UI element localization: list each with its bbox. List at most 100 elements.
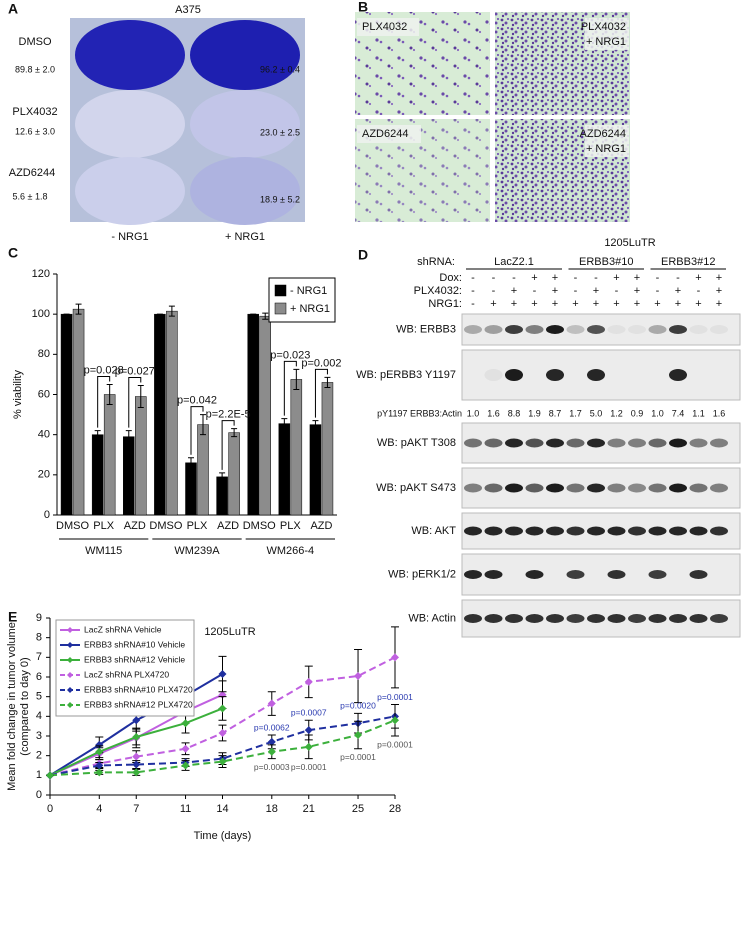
bar [185, 462, 197, 516]
band [505, 614, 523, 623]
treatment-sign: + [716, 285, 722, 297]
band [710, 438, 728, 448]
ratio-value: 0.9 [631, 408, 644, 418]
y-tick-label: 8 [36, 632, 42, 644]
group-label: ERBB3#10 [579, 256, 633, 268]
treatment-sign: + [654, 298, 660, 310]
blot-label: WB: pERBB3 Y1197 [356, 369, 456, 381]
x-tick-label: AZD [217, 520, 239, 532]
band [525, 526, 544, 536]
treatment-sign: - [676, 272, 680, 284]
legend-label: + NRG1 [290, 303, 330, 315]
blot-label: WB: AKT [411, 525, 456, 537]
band [566, 483, 585, 493]
annotation: p=0.0020 [340, 701, 376, 711]
treatment-sign: + [613, 298, 619, 310]
panel-label: C [8, 245, 18, 261]
ratio-value: 1.6 [487, 408, 500, 418]
annotation: p=0.0003 [254, 762, 290, 772]
value-label: 96.2 ± 0.4 [260, 64, 300, 74]
blot-label: WB: Actin [408, 612, 456, 624]
annotation: p=0.042 [177, 394, 217, 406]
treatment-sign: + [531, 272, 537, 284]
treatment-sign: + [634, 298, 640, 310]
bar [290, 379, 303, 516]
error-bar [168, 305, 175, 317]
band [669, 369, 687, 381]
band [505, 438, 523, 448]
treatment-sign: + [695, 272, 701, 284]
band [628, 438, 646, 448]
band [587, 438, 605, 448]
marker [218, 704, 227, 713]
band [648, 526, 667, 536]
group-label: ERBB3#12 [661, 256, 715, 268]
image-label: + NRG1 [586, 36, 626, 48]
series-line [49, 715, 396, 777]
y-tick-label: 6 [36, 671, 42, 683]
marker [132, 732, 141, 741]
band [710, 526, 728, 536]
bar [103, 394, 116, 516]
band [484, 570, 503, 579]
bar [91, 434, 104, 516]
legend-marker [67, 657, 73, 663]
marker [267, 699, 276, 708]
marker [304, 726, 313, 735]
image-label: AZD6244 [580, 128, 626, 140]
micrographs [355, 12, 630, 222]
marker [304, 742, 313, 751]
band [505, 483, 523, 493]
row-label: DMSO [19, 36, 52, 48]
image-label: + NRG1 [586, 143, 626, 155]
bracket [283, 360, 297, 416]
treatment-sign: + [593, 298, 599, 310]
band [464, 526, 482, 536]
band [710, 325, 728, 334]
y-tick-label: 4 [36, 710, 42, 722]
band [566, 438, 585, 448]
band [525, 438, 544, 448]
band [525, 483, 544, 493]
band [648, 483, 667, 493]
band [464, 325, 482, 334]
legend-marker [67, 627, 73, 633]
bracket [190, 406, 204, 455]
treatment-sign: - [594, 272, 598, 284]
band [484, 438, 503, 448]
marker [267, 737, 276, 746]
value-label: 23.0 ± 2.5 [260, 127, 300, 137]
band [648, 570, 667, 579]
treatment-sign: - [471, 298, 475, 310]
bar [123, 436, 135, 516]
band [689, 570, 708, 579]
series-line [49, 719, 396, 777]
band [464, 483, 482, 493]
legend-marker [67, 642, 73, 648]
plate [75, 20, 185, 90]
band [689, 325, 708, 334]
bracket [221, 420, 235, 470]
y-tick-label: 3 [36, 730, 42, 742]
y-tick-label: 80 [38, 348, 50, 360]
band [484, 614, 503, 623]
error-bar [293, 368, 300, 390]
treatment-sign: - [697, 285, 701, 297]
ratio-value: 7.4 [672, 408, 685, 418]
x-tick-label: AZD [310, 520, 332, 532]
bar [228, 432, 240, 516]
treatment-sign: - [656, 285, 660, 297]
treatment-sign: + [552, 285, 558, 297]
error-bar [106, 383, 113, 406]
treatment-sign: - [512, 272, 516, 284]
chart-title: 1205LuTR [204, 626, 255, 638]
marker [181, 761, 190, 770]
bar [166, 310, 178, 516]
marker [218, 670, 227, 679]
y-axis-label: Mean fold change in tumor volume [6, 622, 18, 791]
band [546, 483, 564, 493]
x-tick-label: 25 [352, 803, 364, 815]
legend-marker [67, 672, 73, 678]
ratio-value: 1.6 [713, 408, 726, 418]
